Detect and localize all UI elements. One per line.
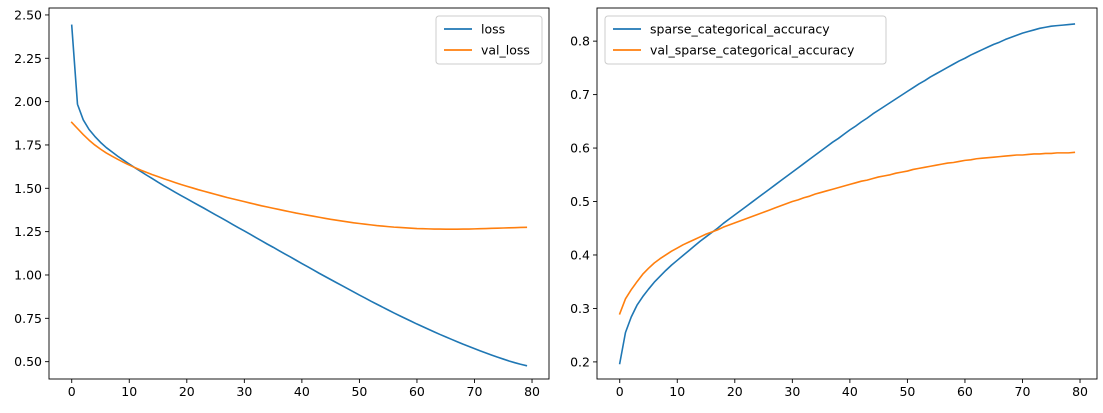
legend-box (604, 15, 887, 65)
y-tick-label: 0.5 (570, 194, 590, 209)
y-tick-label: 0.4 (570, 247, 590, 262)
x-tick-label: 30 (236, 384, 252, 399)
x-tick-label: 70 (467, 384, 483, 399)
y-tick-label: 0.75 (14, 311, 42, 326)
x-tick-label: 60 (957, 384, 973, 399)
x-tick-label: 20 (179, 384, 195, 399)
y-tick-label: 0.7 (570, 87, 590, 102)
x-tick-label: 70 (1015, 384, 1031, 399)
x-tick-label: 40 (294, 384, 310, 399)
y-tick-label: 2.00 (14, 94, 42, 109)
series-line-loss (70, 24, 528, 367)
x-tick-label: 10 (669, 384, 685, 399)
x-tick-label: 50 (351, 384, 367, 399)
y-tick-label: 0.6 (570, 141, 590, 156)
accuracy-chart: 0 10 20 30 40 50 60 70 80 0.2 0.3 0.4 0.5 0.6 0.7 0.8 sp… (570, 7, 1098, 399)
plot-frame (596, 7, 1098, 380)
y-tick-label: 1.75 (14, 137, 42, 152)
x-tick-label: 20 (727, 384, 743, 399)
plot-frame (48, 7, 550, 380)
y-tick-label: 0.2 (570, 354, 590, 369)
legend-box (435, 15, 543, 65)
y-tick-label: 1.50 (14, 181, 42, 196)
x-tick-label: 50 (899, 384, 915, 399)
x-tick-label: 0 (68, 384, 76, 399)
series-line-val_loss (70, 121, 528, 231)
y-tick-label: 0.3 (570, 301, 590, 316)
loss-chart: 0 10 20 30 40 50 60 70 80 0.50 0.75 1.00 1.25 1.50 1.7… (14, 7, 550, 399)
x-tick-label: 80 (1072, 384, 1088, 399)
y-tick-label: 1.00 (14, 267, 42, 282)
x-tick-label: 30 (784, 384, 800, 399)
x-tick-label: 40 (842, 384, 858, 399)
y-tick-label: 2.50 (14, 7, 42, 22)
y-tick-label: 0.8 (570, 34, 590, 49)
y-tick-label: 1.25 (14, 224, 42, 239)
legend-label: val_loss (481, 43, 530, 58)
x-tick-label: 60 (409, 384, 425, 399)
x-tick-label: 80 (524, 384, 540, 399)
legend-label: sparse_categorical_accuracy (650, 22, 830, 37)
y-tick-label: 2.25 (14, 51, 42, 66)
legend-label: loss (481, 22, 505, 37)
y-tick-label: 0.50 (14, 354, 42, 369)
series-line-sparse_categorical_accuracy (618, 23, 1076, 365)
x-tick-label: 0 (616, 384, 624, 399)
legend-label: val_sparse_categorical_accuracy (650, 43, 855, 58)
series-line-val_sparse_categorical_accuracy (618, 151, 1076, 315)
x-tick-label: 10 (121, 384, 137, 399)
